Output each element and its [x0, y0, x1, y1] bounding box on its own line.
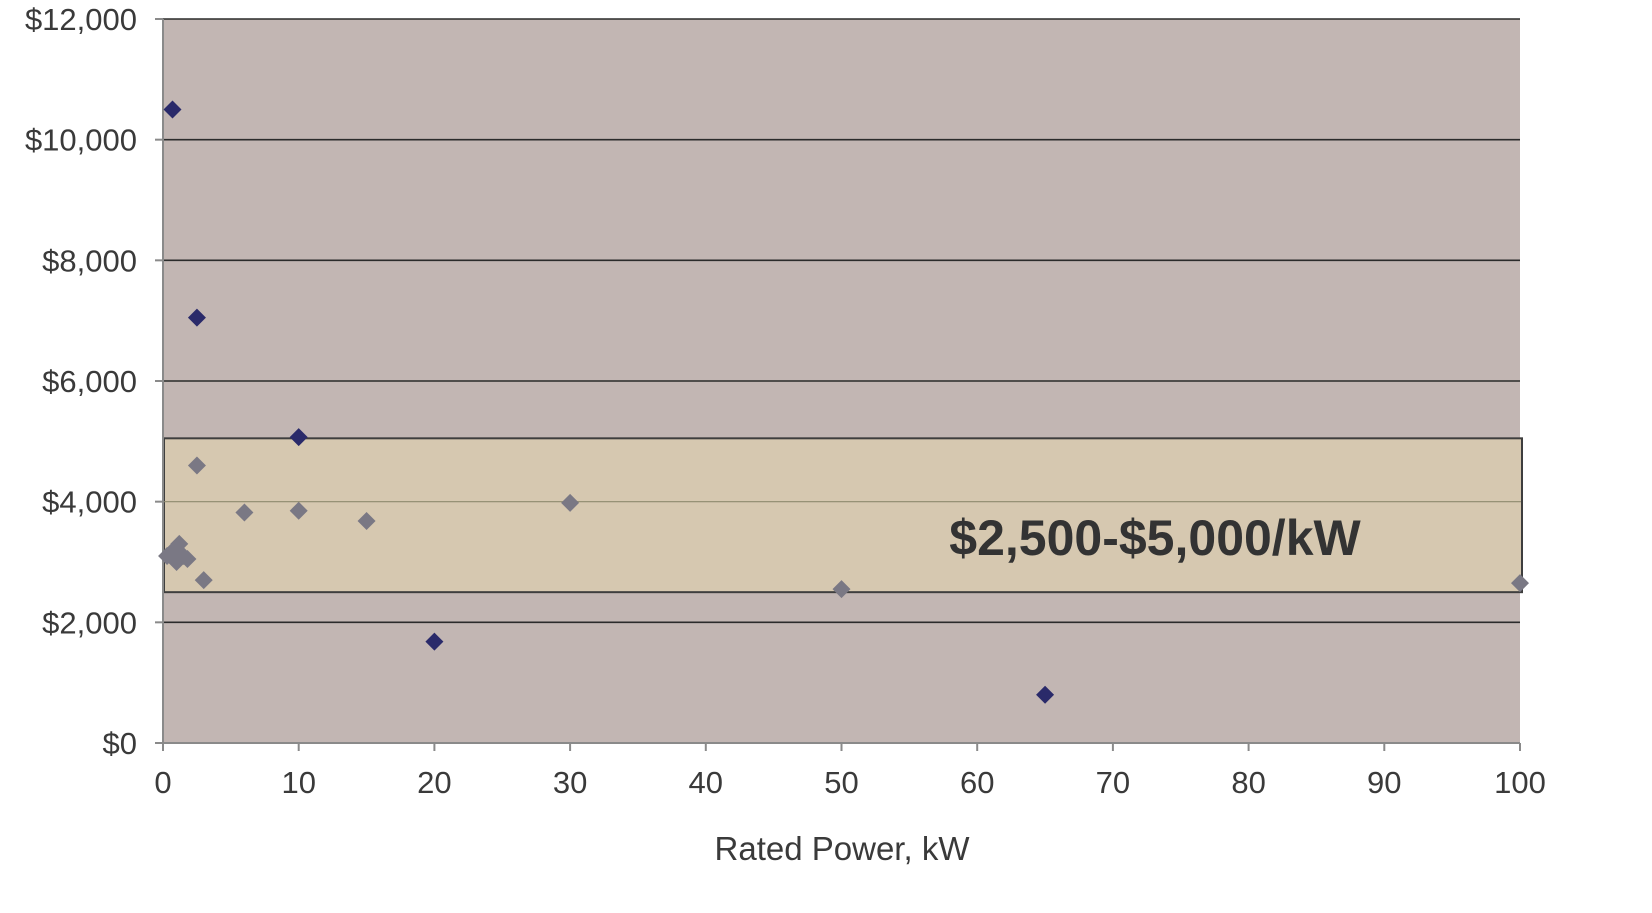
- x-tick-label: 90: [1367, 765, 1401, 800]
- y-tick-label: $0: [103, 726, 137, 761]
- x-axis-title: Rated Power, kW: [715, 830, 971, 867]
- data-point: [289, 501, 308, 520]
- data-point: [425, 632, 444, 651]
- data-point: [163, 100, 182, 119]
- x-tick-label: 70: [1096, 765, 1130, 800]
- y-tick-label: $12,000: [25, 2, 137, 37]
- x-tick-label: 80: [1231, 765, 1265, 800]
- data-point: [357, 511, 376, 530]
- y-tick-label: $6,000: [42, 364, 137, 399]
- data-point: [561, 493, 580, 512]
- data-point: [235, 503, 254, 522]
- x-tick-label: 40: [689, 765, 723, 800]
- y-tick-label: $4,000: [42, 485, 137, 520]
- data-point: [1511, 574, 1529, 593]
- x-tick-label: 30: [553, 765, 587, 800]
- data-point: [187, 308, 206, 327]
- price-range-band: [163, 437, 1523, 594]
- data-point: [1036, 685, 1055, 704]
- x-axis-ticks: 0 10 20 30 40 50 60 70 80 90 100: [154, 743, 1546, 800]
- x-tick-label: 100: [1494, 765, 1546, 800]
- data-point: [187, 456, 206, 475]
- y-tick-label: $2,000: [42, 605, 137, 640]
- y-tick-label: $10,000: [25, 123, 137, 158]
- y-tick-label: $8,000: [42, 243, 137, 278]
- y-axis-ticks: $0 $2,000 $4,000 $6,000 $8,000 $10,000 $12,000: [25, 2, 163, 761]
- x-tick-label: 10: [281, 765, 315, 800]
- data-point: [832, 580, 851, 599]
- x-tick-label: 60: [960, 765, 994, 800]
- data-point: [167, 546, 186, 565]
- x-tick-label: 0: [154, 765, 171, 800]
- x-tick-label: 50: [824, 765, 858, 800]
- band-label: $2,500-$5,000/kW: [949, 510, 1361, 566]
- data-point: [289, 428, 308, 447]
- data-point: [194, 571, 213, 590]
- data-points: [158, 100, 1529, 704]
- x-tick-label: 20: [417, 765, 451, 800]
